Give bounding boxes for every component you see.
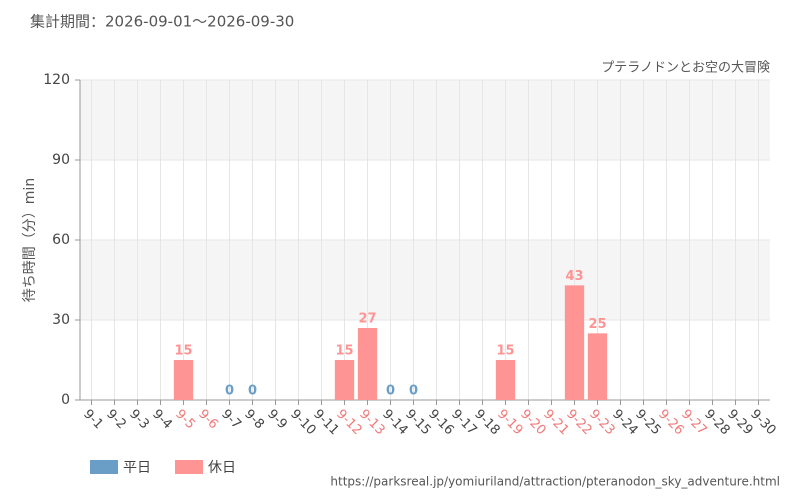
legend-label: 休日 bbox=[208, 460, 236, 476]
y-axis-label: 待ち時間（分）min bbox=[22, 178, 38, 302]
legend-swatch bbox=[90, 460, 118, 474]
legend-swatch bbox=[175, 460, 203, 474]
grid-band bbox=[80, 80, 770, 160]
legend-label: 平日 bbox=[123, 460, 151, 476]
data-label: 15 bbox=[496, 344, 514, 359]
x-tick-label: 9-9 bbox=[264, 407, 290, 433]
y-tick-label: 60 bbox=[52, 232, 70, 248]
bar bbox=[357, 328, 378, 400]
bar bbox=[564, 285, 585, 400]
bar bbox=[587, 333, 608, 400]
grid-band bbox=[80, 240, 770, 320]
x-tick-label: 9-3 bbox=[126, 407, 152, 433]
bar bbox=[173, 360, 194, 400]
data-label: 0 bbox=[386, 384, 395, 399]
y-tick-label: 90 bbox=[52, 152, 70, 168]
data-label: 25 bbox=[588, 317, 606, 332]
data-label: 15 bbox=[335, 344, 353, 359]
data-label: 0 bbox=[248, 384, 257, 399]
y-tick-label: 0 bbox=[61, 392, 70, 408]
chart-title: プテラノドンとお空の大冒険 bbox=[601, 61, 770, 76]
x-tick-label: 9-5 bbox=[172, 407, 198, 433]
x-tick-label: 9-4 bbox=[149, 407, 175, 433]
data-label: 0 bbox=[409, 384, 418, 399]
x-tick-label: 9-2 bbox=[103, 407, 129, 433]
x-tick-label: 9-1 bbox=[80, 407, 106, 433]
source-url: https://parksreal.jp/yomiuriland/attract… bbox=[330, 475, 780, 489]
data-label: 43 bbox=[565, 269, 583, 284]
bar bbox=[495, 360, 516, 400]
x-tick-label: 9-6 bbox=[195, 407, 221, 433]
data-label: 15 bbox=[174, 344, 192, 359]
data-label: 0 bbox=[225, 384, 234, 399]
y-tick-label: 120 bbox=[43, 72, 70, 88]
bar bbox=[334, 360, 355, 400]
x-tick-label: 9-7 bbox=[218, 407, 244, 433]
chart-subtitle: 集計期間：2026-09-01～2026-09-30 bbox=[30, 13, 294, 31]
x-tick-label: 9-8 bbox=[241, 407, 267, 433]
data-label: 27 bbox=[358, 312, 376, 327]
x-tick-label: 9-10 bbox=[287, 407, 318, 438]
y-tick-label: 30 bbox=[52, 312, 70, 328]
